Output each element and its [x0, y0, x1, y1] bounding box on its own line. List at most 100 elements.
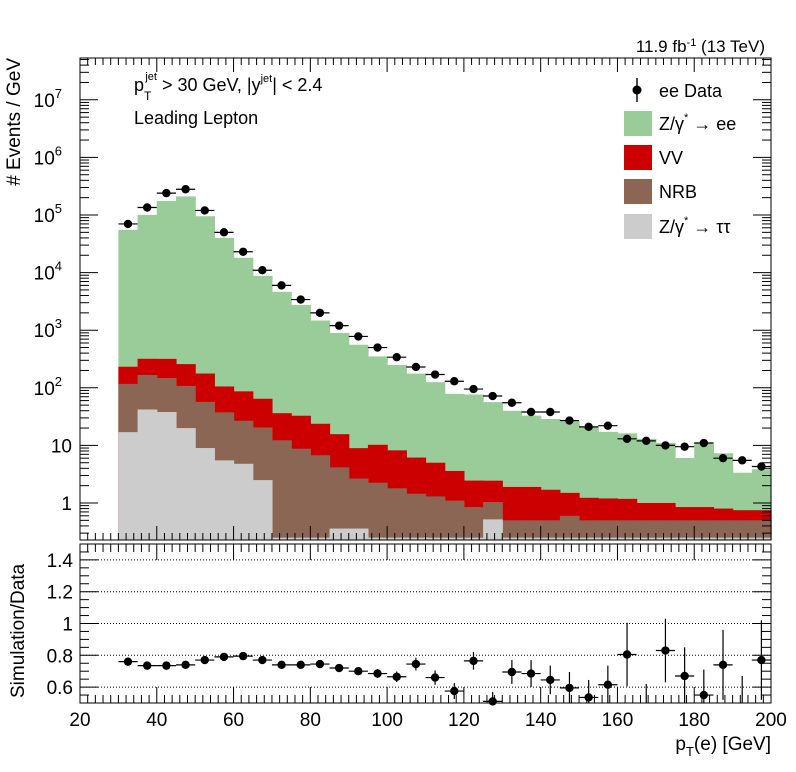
data-point-33 [757, 462, 766, 471]
ratio-point-3 [181, 660, 190, 670]
ratio-point-31 [718, 660, 728, 670]
data-point-15 [411, 362, 421, 372]
leading-lepton-label: Leading Lepton [134, 108, 258, 128]
bar-1-13 [367, 482, 388, 540]
bar-1-24 [579, 520, 599, 540]
bar-0-24 [579, 537, 599, 540]
top-y-tick-label-1: 10 [51, 436, 72, 457]
top-ylabel: # Events / GeV [4, 58, 25, 186]
x-tick-label-7: 160 [602, 710, 634, 731]
bar-1-26 [617, 520, 638, 540]
top-y-tick-label-3: 103 [34, 316, 62, 342]
bar-0-20 [502, 537, 523, 540]
bar-0-7 [252, 480, 273, 540]
legend-label-3: NRB [659, 182, 697, 202]
bar-0-6 [233, 463, 254, 540]
bar-0-28 [655, 537, 676, 540]
bar-0-12 [348, 528, 369, 540]
legend-swatch-1 [624, 111, 652, 136]
bar-1-21 [521, 520, 542, 540]
bar-1-27 [636, 520, 657, 540]
top-y-tick-label-6: 106 [34, 143, 62, 169]
x-tick-label-8: 180 [678, 710, 710, 731]
data-point-23 [565, 416, 574, 425]
bar-1-14 [387, 488, 407, 540]
bottom-ylabel: Simulation/Data [8, 563, 29, 698]
ratio-point-16 [430, 673, 440, 682]
bar-0-31 [713, 537, 734, 540]
ratio-point-0 [123, 657, 133, 666]
ratio-point-22 [546, 675, 555, 685]
ratio-point-18 [469, 656, 478, 666]
data-point-21 [526, 407, 536, 417]
ratio-point-26 [622, 650, 632, 659]
ratio-point-30 [699, 690, 709, 700]
ratio-point-7 [258, 655, 267, 665]
bar-0-10 [310, 537, 331, 540]
bar-0-23 [559, 537, 580, 540]
data-point-9 [296, 295, 305, 304]
top-y-tick-label-2: 102 [34, 374, 62, 400]
bar-0-25 [598, 537, 619, 540]
ratio-point-25 [603, 680, 613, 689]
bar-1-25 [598, 520, 619, 540]
x-tick-label-3: 80 [300, 710, 321, 731]
x-tick-label-2: 60 [223, 710, 244, 731]
bar-1-28 [655, 520, 676, 540]
bar-1-9 [291, 448, 311, 540]
bottom-y-tick-label-0: 0.6 [47, 678, 73, 699]
legend-marker [632, 85, 642, 95]
ratio-point-1 [142, 661, 152, 670]
bar-1-22 [540, 520, 561, 540]
ratio-point-20 [507, 667, 517, 677]
bar-1-33 [751, 520, 772, 540]
bar-0-29 [675, 537, 695, 540]
x-tick-label-9: 200 [755, 710, 787, 731]
bar-1-30 [694, 520, 715, 540]
bar-1-16 [425, 496, 446, 540]
ratio-point-8 [277, 660, 286, 670]
bar-1-18 [463, 507, 484, 540]
ratio-point-28 [661, 646, 670, 655]
ratio-point-19 [488, 697, 497, 706]
legend-swatch-3 [624, 179, 652, 204]
data-point-32 [738, 456, 747, 465]
data-point-30 [699, 438, 709, 448]
ratio-point-33 [757, 655, 766, 665]
x-tick-label-5: 120 [448, 710, 480, 731]
bottom-y-tick-label-3: 1.2 [47, 583, 73, 604]
data-point-2 [162, 188, 171, 198]
bar-0-1 [137, 409, 158, 540]
legend-swatch-2 [624, 145, 652, 170]
data-point-29 [680, 442, 689, 451]
data-point-20 [507, 398, 517, 407]
x-axis-label: pT(e) [GeV] [675, 734, 771, 759]
bar-0-3 [175, 428, 196, 540]
data-point-0 [123, 219, 133, 229]
bar-0-13 [367, 537, 388, 540]
bar-1-32 [732, 520, 753, 540]
data-point-25 [603, 421, 613, 430]
data-point-18 [469, 384, 478, 394]
data-point-6 [238, 247, 248, 256]
data-point-16 [430, 370, 440, 379]
bar-0-17 [444, 537, 465, 540]
bar-0-22 [540, 537, 561, 540]
bottom-y-tick-label-4: 1.4 [47, 551, 74, 572]
ratio-point-12 [354, 667, 363, 676]
bar-0-18 [463, 537, 484, 540]
bar-0-27 [636, 537, 657, 540]
data-point-22 [546, 407, 555, 417]
legend-label-4: Z/γ* → ττ [659, 215, 731, 237]
x-tick-label-0: 20 [69, 710, 90, 731]
ratio-point-29 [680, 671, 689, 681]
legend-label-2: VV [659, 148, 683, 168]
ratio-point-6 [238, 651, 248, 661]
data-points [118, 185, 771, 471]
bar-1-20 [502, 520, 523, 540]
ratio-points [118, 618, 771, 706]
bar-0-2 [156, 412, 177, 540]
top-y-tick-label-4: 104 [34, 259, 62, 285]
data-point-27 [642, 436, 651, 446]
